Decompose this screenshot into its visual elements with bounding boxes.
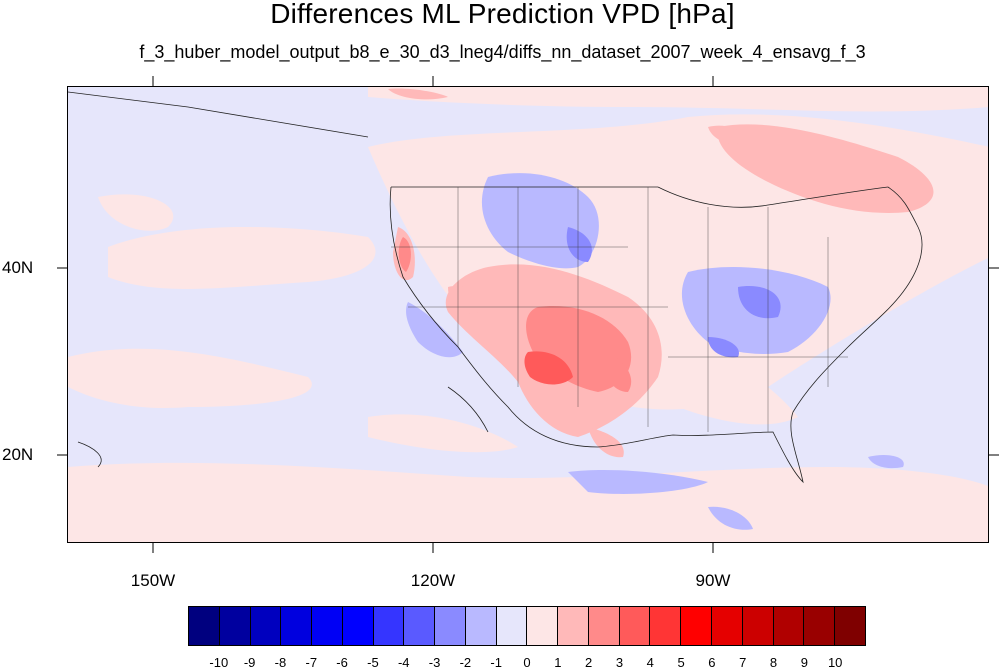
- color-legend-label: 5: [677, 655, 685, 670]
- color-legend-label: 9: [800, 655, 808, 670]
- color-legend-swatch: [681, 607, 713, 645]
- color-legend-swatch: [742, 607, 774, 645]
- lon-label-90w: 90W: [695, 571, 731, 590]
- color-legend-label: 6: [708, 655, 716, 670]
- color-legend-swatch: [465, 607, 497, 645]
- map-panel[interactable]: [67, 86, 989, 543]
- color-legend-label: -3: [428, 655, 441, 670]
- state-borders: [391, 187, 848, 432]
- color-legend-label: -5: [367, 655, 379, 670]
- color-legend-swatch: [804, 607, 836, 645]
- color-legend-swatch: [712, 607, 743, 645]
- color-legend-swatch: [619, 607, 651, 645]
- color-legend-swatch: [588, 607, 620, 645]
- color-legend-label: -6: [336, 655, 348, 670]
- anomaly-negative-strong: [566, 227, 781, 358]
- color-legend-label: 1: [554, 655, 562, 670]
- lat-label-20n: 20N: [2, 445, 34, 464]
- color-legend-bar: [188, 606, 866, 646]
- color-legend-swatch: [281, 607, 313, 645]
- lon-label-150w: 150W: [130, 571, 176, 590]
- color-legend-swatch: [189, 607, 220, 645]
- color-legend-label: -4: [397, 655, 410, 670]
- anomaly-positive-peak: [524, 351, 573, 385]
- vpd-difference-map: [68, 87, 988, 542]
- color-legend-label: -7: [305, 655, 318, 670]
- color-legend-label: 10: [827, 655, 843, 670]
- color-legend-swatch: [558, 607, 589, 645]
- color-legend-label: -9: [243, 655, 256, 670]
- color-legend-swatch: [312, 607, 343, 645]
- color-legend-label: 2: [585, 655, 593, 670]
- color-legend-label: 4: [646, 655, 654, 670]
- color-legend-label: 8: [769, 655, 778, 670]
- color-legend-swatch: [773, 607, 805, 645]
- color-legend-label: 7: [739, 655, 747, 670]
- color-legend-label: 3: [615, 655, 624, 670]
- color-legend-label: 0: [523, 655, 531, 670]
- coastlines: [68, 91, 923, 484]
- color-legend-swatch: [250, 607, 282, 645]
- color-legend-swatch: [496, 607, 528, 645]
- color-legend-label: -10: [209, 655, 229, 670]
- map-subtitle: f_3_huber_model_output_b8_e_30_d3_lneg4/…: [139, 42, 866, 62]
- color-legend-label: -2: [459, 655, 472, 670]
- color-legend-swatch: [650, 607, 682, 645]
- lon-label-120w: 120W: [410, 571, 456, 590]
- color-legend-label: -1: [490, 655, 502, 670]
- color-legend-swatch: [435, 607, 466, 645]
- color-legend-swatch: [527, 607, 559, 645]
- color-legend-swatch: [404, 607, 436, 645]
- lat-label-40n: 40N: [2, 258, 34, 277]
- map-title: Differences ML Prediction VPD [hPa]: [270, 0, 735, 29]
- color-legend-swatch: [835, 607, 865, 645]
- color-legend-swatch: [373, 607, 405, 645]
- color-legend-swatch: [219, 607, 251, 645]
- color-legend-swatch: [342, 607, 374, 645]
- color-legend-label: -8: [274, 655, 287, 670]
